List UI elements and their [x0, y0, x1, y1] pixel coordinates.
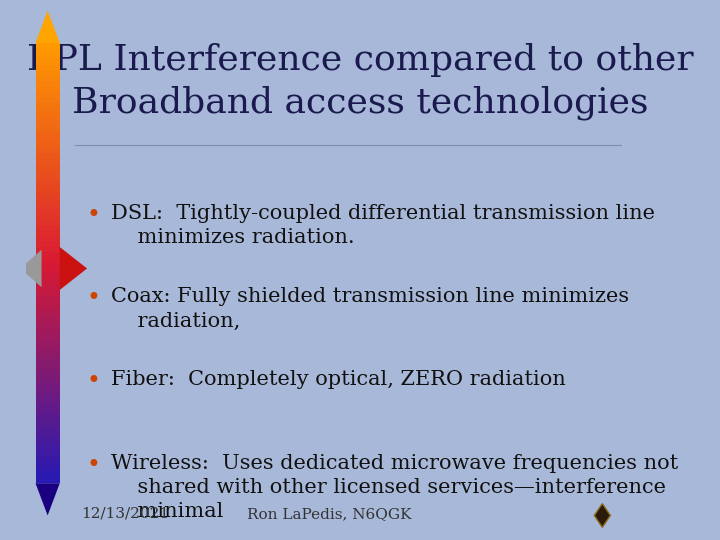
Bar: [35, 313, 60, 318]
Text: DSL:  Tightly-coupled differential transmission line
    minimizes radiation.: DSL: Tightly-coupled differential transm…: [112, 204, 655, 247]
Bar: [35, 406, 60, 411]
Bar: [35, 214, 60, 219]
Bar: [35, 76, 60, 82]
Bar: [35, 274, 60, 280]
Bar: [35, 219, 60, 225]
Bar: [35, 318, 60, 323]
Polygon shape: [35, 11, 60, 43]
Bar: [35, 445, 60, 450]
Bar: [35, 125, 60, 131]
Bar: [35, 92, 60, 98]
Bar: [35, 114, 60, 120]
Bar: [35, 82, 60, 87]
Bar: [35, 120, 60, 125]
Bar: [35, 147, 60, 153]
Bar: [35, 340, 60, 346]
Bar: [35, 175, 60, 180]
Bar: [35, 335, 60, 340]
Bar: [35, 208, 60, 214]
Bar: [35, 49, 60, 54]
Bar: [35, 247, 60, 252]
Bar: [35, 137, 60, 142]
Bar: [35, 384, 60, 390]
Bar: [35, 180, 60, 186]
Bar: [35, 192, 60, 197]
Bar: [35, 456, 60, 461]
Bar: [35, 170, 60, 175]
Bar: [35, 280, 60, 285]
Bar: [35, 252, 60, 258]
Bar: [35, 450, 60, 456]
Bar: [35, 346, 60, 351]
Bar: [35, 235, 60, 241]
Text: Wireless:  Uses dedicated microwave frequencies not
    shared with other licens: Wireless: Uses dedicated microwave frequ…: [112, 454, 678, 521]
Bar: [35, 329, 60, 335]
Text: Coax: Fully shielded transmission line minimizes
    radiation,: Coax: Fully shielded transmission line m…: [112, 287, 629, 330]
Bar: [35, 263, 60, 268]
Text: Fiber:  Completely optical, ZERO radiation: Fiber: Completely optical, ZERO radiatio…: [112, 370, 566, 389]
Bar: [35, 373, 60, 379]
Bar: [35, 368, 60, 373]
Bar: [35, 142, 60, 147]
Polygon shape: [60, 247, 87, 290]
Text: •: •: [86, 204, 100, 227]
Bar: [35, 351, 60, 356]
Bar: [35, 362, 60, 368]
Bar: [35, 131, 60, 137]
Bar: [35, 230, 60, 235]
Bar: [35, 390, 60, 395]
Bar: [35, 411, 60, 417]
Bar: [35, 202, 60, 208]
Bar: [35, 104, 60, 109]
Bar: [35, 428, 60, 434]
Bar: [35, 478, 60, 483]
Bar: [35, 395, 60, 401]
Bar: [35, 258, 60, 263]
Bar: [35, 417, 60, 423]
Bar: [35, 296, 60, 302]
Bar: [35, 43, 60, 49]
Bar: [35, 291, 60, 296]
Bar: [35, 87, 60, 92]
Bar: [35, 65, 60, 71]
Bar: [35, 153, 60, 159]
Text: •: •: [86, 454, 100, 477]
Bar: [35, 159, 60, 164]
Text: BPL Interference compared to other
Broadband access technologies: BPL Interference compared to other Broad…: [27, 43, 693, 119]
Bar: [35, 302, 60, 307]
Bar: [35, 401, 60, 406]
Bar: [35, 467, 60, 472]
Bar: [35, 439, 60, 445]
Text: •: •: [86, 370, 100, 394]
Text: 12/13/2021: 12/13/2021: [81, 507, 169, 521]
Bar: [35, 268, 60, 274]
Bar: [35, 59, 60, 65]
Bar: [35, 434, 60, 439]
Bar: [35, 285, 60, 291]
Bar: [35, 109, 60, 114]
Bar: [35, 98, 60, 104]
Bar: [35, 71, 60, 76]
Bar: [35, 241, 60, 247]
Bar: [35, 379, 60, 384]
Bar: [35, 186, 60, 192]
Bar: [35, 323, 60, 329]
Bar: [35, 54, 60, 59]
Bar: [35, 356, 60, 362]
Bar: [35, 225, 60, 230]
Bar: [35, 461, 60, 467]
Polygon shape: [35, 483, 60, 516]
Bar: [35, 472, 60, 478]
Text: •: •: [86, 287, 100, 310]
Bar: [35, 307, 60, 313]
Bar: [35, 197, 60, 202]
Polygon shape: [20, 249, 42, 287]
Bar: [35, 164, 60, 170]
Text: Ron LaPedis, N6QGK: Ron LaPedis, N6QGK: [247, 507, 412, 521]
Bar: [35, 423, 60, 428]
Polygon shape: [594, 504, 611, 527]
